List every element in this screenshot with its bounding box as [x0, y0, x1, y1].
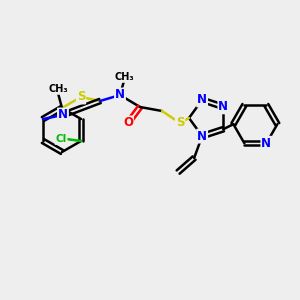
- Text: N: N: [261, 137, 272, 150]
- Text: N: N: [197, 93, 207, 106]
- Text: CH₃: CH₃: [48, 84, 68, 94]
- Text: S: S: [77, 91, 85, 103]
- Text: N: N: [197, 130, 207, 142]
- Text: N: N: [218, 100, 228, 113]
- Text: O: O: [123, 116, 133, 130]
- Text: N: N: [115, 88, 125, 101]
- Text: Cl: Cl: [56, 134, 67, 144]
- Text: N: N: [58, 109, 68, 122]
- Text: S: S: [176, 116, 184, 130]
- Text: CH₃: CH₃: [114, 72, 134, 82]
